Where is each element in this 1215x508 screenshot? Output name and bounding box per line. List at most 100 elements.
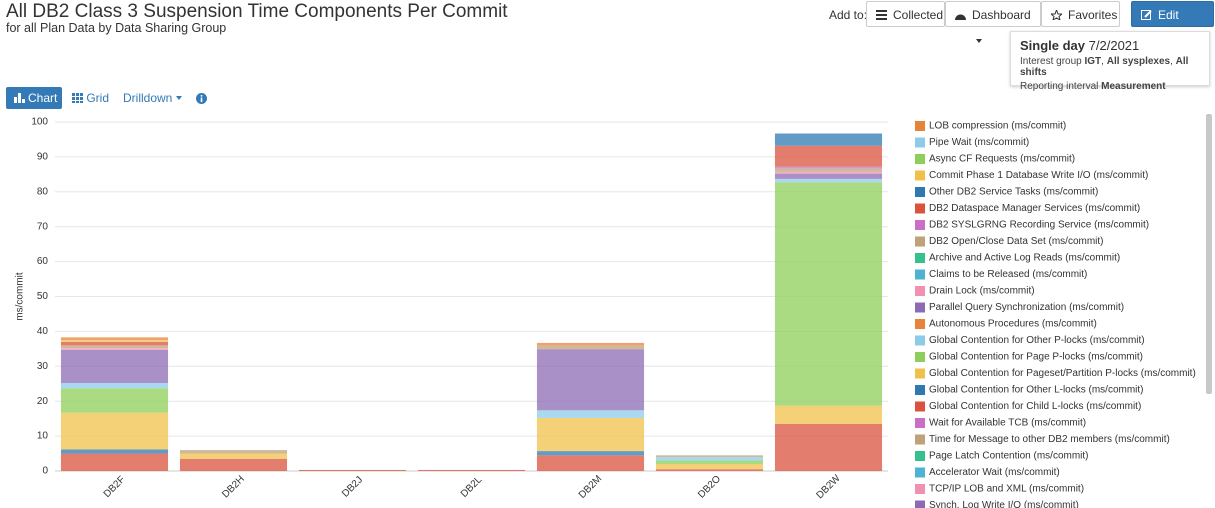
edit-report-button[interactable]: Edit report — [1131, 1, 1214, 48]
legend-label: Drain Lock (ms/commit) — [929, 286, 1035, 297]
bar-segment — [60, 453, 169, 471]
y-tick-label: 40 — [37, 326, 49, 337]
legend-label: Synch. Log Write I/O (ms/commit) — [929, 500, 1079, 508]
legend-swatch — [915, 401, 925, 412]
legend-swatch — [915, 418, 925, 428]
bar-segment — [774, 166, 883, 169]
legend-swatch — [915, 368, 925, 379]
legend-label: Accelerator Wait (ms/commit) — [929, 467, 1060, 478]
bar-segment — [774, 178, 883, 183]
legend: LOB compression (ms/commit) Pipe Wait (ms… — [915, 121, 1196, 508]
legend-swatch — [915, 286, 925, 296]
legend-label: Parallel Query Synchronization (ms/commi… — [929, 302, 1124, 313]
legend-label: Page Latch Contention (ms/commit) — [929, 451, 1089, 462]
star-icon — [1051, 10, 1062, 20]
scrollbar[interactable] — [1206, 114, 1212, 394]
legend-label: Pipe Wait (ms/commit) — [929, 137, 1029, 148]
button-label: Dashboard — [972, 8, 1031, 22]
x-tick-label: DB2O — [696, 473, 723, 500]
caret — [176, 96, 183, 100]
y-tick-label: 20 — [37, 396, 49, 407]
report-title: All DB2 Class 3 Suspension Time Componen… — [6, 1, 508, 22]
legend-swatch — [915, 187, 925, 197]
dashboard-button[interactable]: Dashboard — [945, 1, 1041, 43]
tab-label: Chart — [28, 91, 58, 105]
bar-segment — [774, 145, 883, 167]
bar-segment — [60, 412, 169, 450]
legend-swatch — [915, 385, 925, 395]
grid-icon — [72, 93, 83, 103]
legend-swatch — [915, 451, 925, 461]
period: Single day — [1020, 38, 1086, 53]
bar-segment — [774, 133, 883, 146]
bar-segment — [60, 449, 169, 454]
drilldown-menu[interactable]: Drilldown — [123, 91, 183, 105]
interval: Measurement — [1101, 81, 1166, 92]
y-tick-label: 80 — [37, 186, 49, 197]
bar-segment — [179, 453, 288, 459]
grid-tab[interactable]: Grid — [72, 91, 109, 105]
bar-segment — [774, 182, 883, 406]
bar-segment — [60, 348, 169, 350]
legend-label: Global Contention for Other P-locks (ms/… — [929, 335, 1145, 346]
y-tick-label: 0 — [42, 466, 48, 477]
legend-swatch — [915, 352, 925, 362]
info-icon[interactable] — [196, 93, 207, 104]
legend-label: DB2 SYSLGRNG Recording Service (ms/commi… — [929, 220, 1149, 231]
x-tick-label: DB2J — [340, 475, 365, 500]
legend-swatch — [915, 302, 925, 313]
x-tick-label: DB2F — [102, 474, 128, 500]
legend-swatch — [915, 220, 925, 230]
interval-label: Reporting interval — [1020, 81, 1099, 92]
bar-segment — [655, 457, 764, 461]
bar-segment — [536, 410, 645, 418]
legend-swatch — [915, 203, 925, 214]
bar-segment — [298, 469, 407, 471]
button-label: Favorites — [1068, 8, 1118, 22]
legend-swatch — [915, 121, 925, 131]
chart-tab[interactable]: Chart — [6, 87, 62, 109]
bar-segment — [60, 388, 169, 413]
info-box: Single day 7/2/2021 Interest group IGT, … — [1010, 31, 1210, 92]
legend-swatch — [915, 170, 925, 181]
bar-segment — [60, 383, 169, 389]
list-icon — [876, 10, 887, 20]
bar-segment — [60, 340, 169, 342]
bar-segment — [774, 171, 883, 174]
legend-label: Claims to be Released (ms/commit) — [929, 269, 1087, 280]
bar-segment — [179, 458, 288, 471]
y-axis-title: ms/commit — [15, 272, 26, 321]
bar-segment — [774, 405, 883, 424]
y-tick-label: 100 — [31, 117, 48, 128]
y-tick-label: 10 — [37, 431, 49, 442]
bar-segment — [774, 423, 883, 471]
bar-segment — [179, 450, 288, 454]
button-label: Collected — [893, 8, 944, 22]
y-tick-label: 70 — [37, 221, 49, 232]
legend-label: Global Contention for Other L-locks (ms/… — [929, 385, 1144, 396]
bar-segment — [655, 455, 764, 458]
bar-icon — [14, 93, 25, 103]
bar-segment — [536, 345, 645, 350]
legend-swatch — [915, 484, 925, 494]
interest-label: Interest group — [1020, 56, 1082, 67]
legend-swatch — [915, 500, 925, 508]
legend-swatch — [915, 434, 925, 445]
legend-label: Global Contention for Page P-locks (ms/c… — [929, 352, 1143, 363]
legend-swatch — [915, 253, 925, 263]
bar-segment — [60, 349, 169, 384]
bar-segment — [655, 469, 764, 471]
bar-segment — [60, 345, 169, 349]
favorites-button[interactable]: Favorites — [1041, 1, 1120, 27]
collected-button[interactable]: Collected — [866, 1, 945, 27]
shifts: All shifts — [1020, 56, 1189, 78]
legend-label: Commit Phase 1 Database Write I/O (ms/co… — [929, 170, 1148, 181]
gauge-icon — [955, 14, 966, 20]
bar-segment — [655, 460, 764, 465]
legend-label: TCP/IP LOB and XML (ms/commit) — [929, 484, 1084, 495]
legend-label: DB2 Open/Close Data Set (ms/commit) — [929, 236, 1104, 247]
y-tick-label: 30 — [37, 361, 49, 372]
x-tick-label: DB2H — [220, 474, 247, 501]
legend-swatch — [915, 154, 925, 164]
